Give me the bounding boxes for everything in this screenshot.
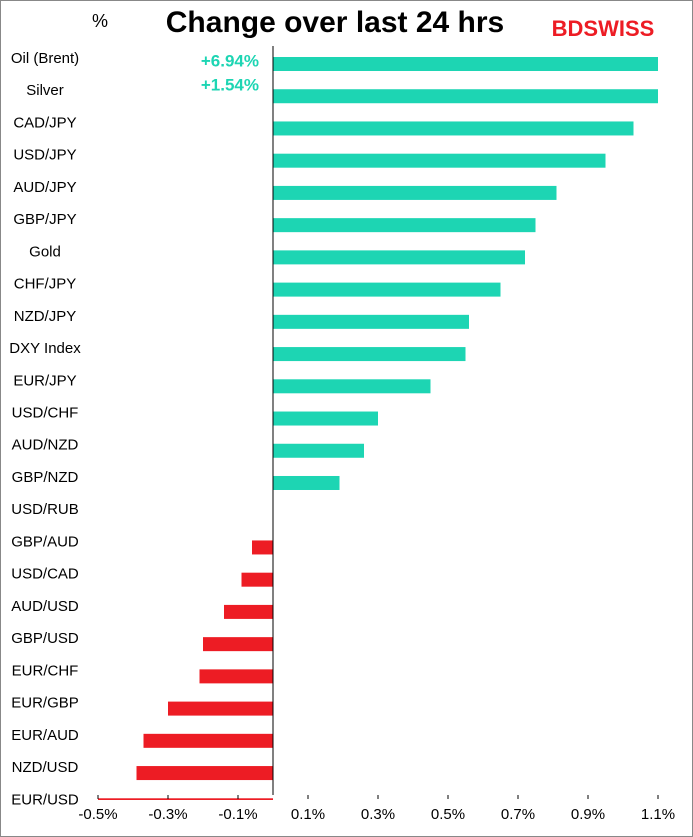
x-tick-label: 0.3% [361,806,395,823]
x-tick-label: 0.5% [431,806,465,823]
bar [273,250,525,265]
bar [98,798,273,800]
bar [273,411,378,426]
y-tick-label: AUD/NZD [12,437,79,454]
bar [273,153,606,168]
y-tick-label: EUR/AUD [11,727,79,744]
y-tick-label: NZD/JPY [14,308,77,325]
y-tick-label: Silver [26,82,64,99]
y-tick-label: AUD/USD [11,598,79,615]
bar [168,701,273,716]
y-tick-label: GBP/NZD [12,469,79,486]
x-tick-label: -0.3% [148,806,187,823]
y-tick-label: Oil (Brent) [11,50,79,67]
bar [273,57,658,71]
y-tick-label: GBP/USD [11,630,79,647]
bar [224,604,273,619]
bar [273,347,466,362]
bar [273,89,658,104]
bar [273,314,469,329]
bar [273,443,364,458]
bar [203,637,273,652]
y-tick-label: USD/CAD [11,566,79,583]
bar [273,121,634,136]
x-tick-label: -0.5% [78,806,117,823]
y-tick-label: EUR/GBP [11,695,79,712]
value-label: +1.54% [201,76,259,95]
bar [136,766,273,781]
value-label: +6.94% [201,51,259,70]
y-tick-label: USD/CHF [12,404,79,421]
y-tick-label: Gold [29,243,61,260]
y-tick-label: DXY Index [9,340,81,357]
bar [199,669,273,684]
x-tick-label: 0.1% [291,806,325,823]
y-tick-label: USD/RUB [11,501,79,518]
bar [252,540,273,555]
bar [241,572,273,587]
plot-area [98,57,658,800]
bar [273,379,431,394]
bar [273,282,501,297]
x-tick-label: 0.7% [501,806,535,823]
chart-title: Change over last 24 hrs [166,6,504,39]
y-tick-label: CAD/JPY [13,114,76,131]
y-tick-label: EUR/USD [11,791,79,808]
y-tick-label: AUD/JPY [13,179,76,196]
y-tick-label: USD/JPY [13,147,76,164]
x-tick-label: 0.9% [571,806,605,823]
y-tick-label: CHF/JPY [14,276,77,293]
y-tick-label: NZD/USD [12,759,79,776]
bar [273,218,536,233]
bar [143,733,273,748]
y-tick-label: EUR/JPY [13,372,76,389]
brand-logo: BDSWISS [552,16,655,41]
bar [273,185,557,200]
unit-label: % [92,11,108,31]
x-tick-label: -0.1% [218,806,257,823]
y-tick-label: GBP/AUD [11,533,79,550]
bar [273,475,340,490]
y-tick-label: GBP/JPY [13,211,76,228]
x-tick-label: 1.1% [641,806,675,823]
y-tick-label: EUR/CHF [12,662,79,679]
